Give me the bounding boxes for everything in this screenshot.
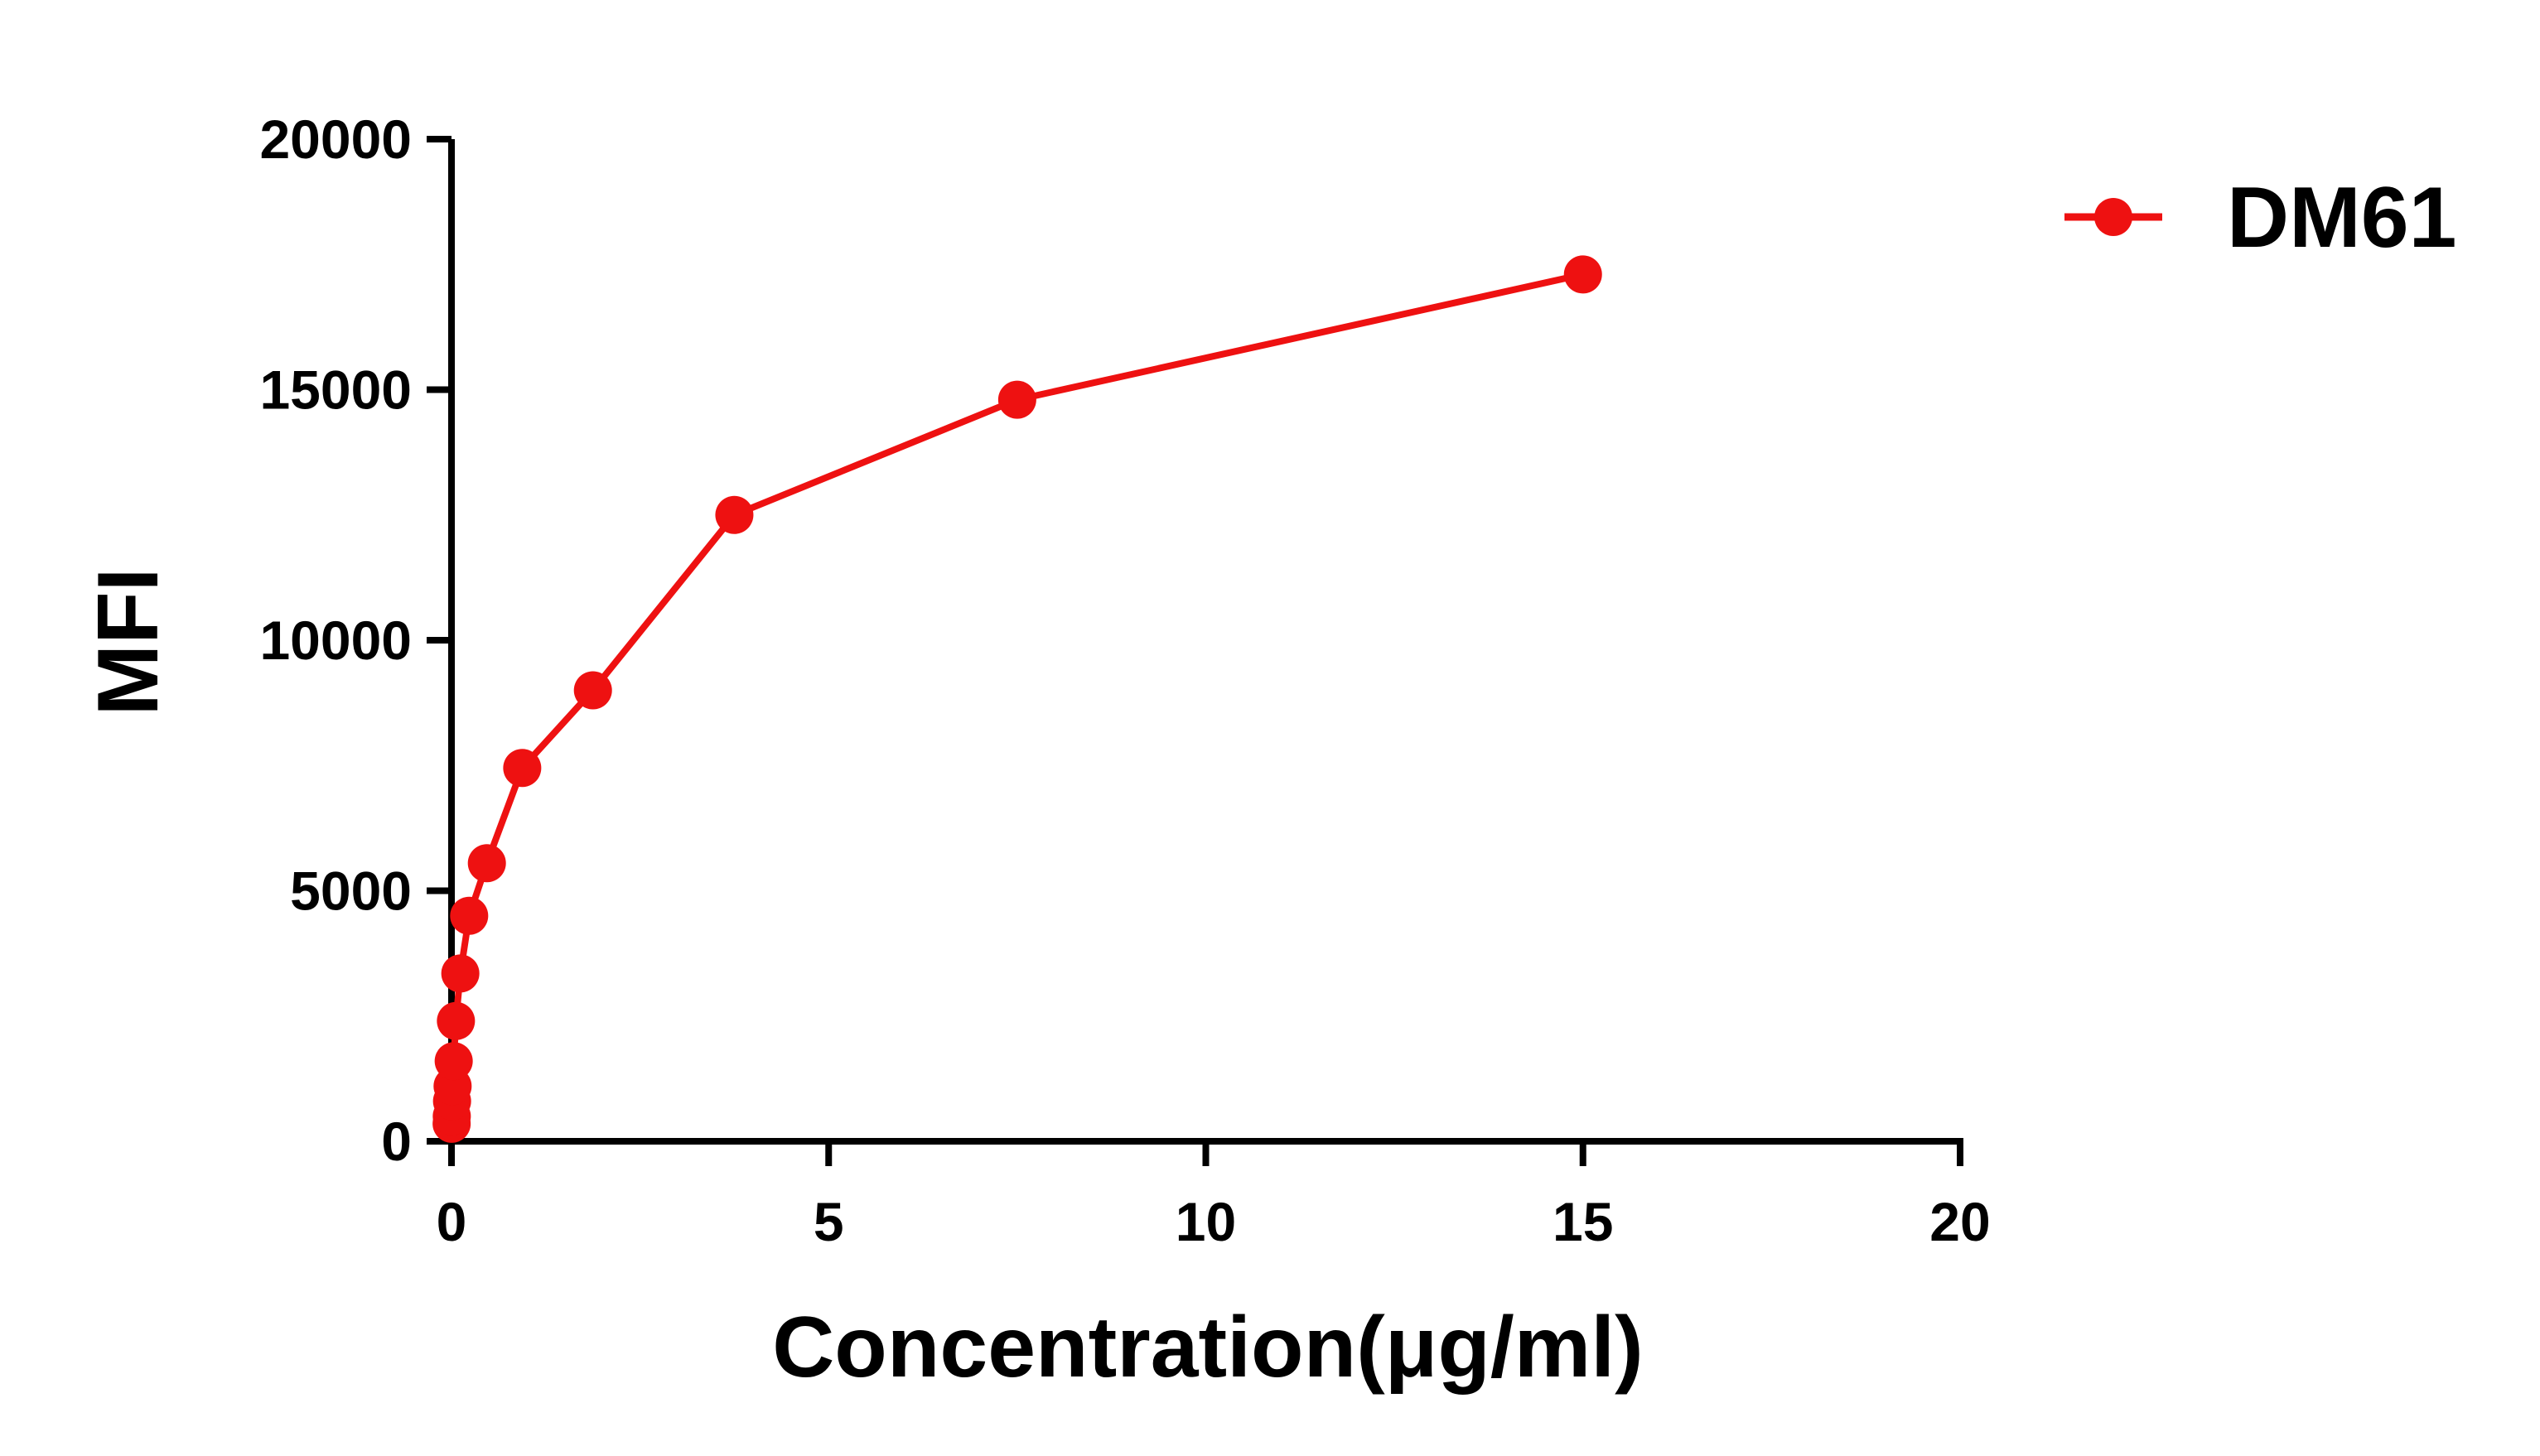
ticks: 0 5000 10000 15000 20000 0 5 10 15 20 (259, 108, 1990, 1252)
data-point (503, 749, 542, 788)
axes (448, 139, 1963, 1145)
legend-marker (2094, 198, 2132, 236)
x-tick-label: 10 (1176, 1191, 1236, 1252)
data-point (434, 1042, 473, 1081)
x-tick-label: 0 (437, 1191, 467, 1252)
y-tick-label: 10000 (259, 610, 412, 671)
y-axis-title: MFI (80, 567, 176, 716)
x-tick-label: 15 (1552, 1191, 1613, 1252)
legend: DM61 (2064, 170, 2456, 266)
x-tick-label: 5 (814, 1191, 844, 1252)
x-axis-title: Concentration(μg/ml) (772, 1299, 1644, 1396)
data-point (441, 954, 480, 993)
plot-area (432, 255, 1602, 1143)
data-point (997, 380, 1036, 419)
data-point (573, 671, 612, 710)
data-point (715, 495, 754, 534)
data-point (467, 844, 506, 883)
data-point (450, 896, 489, 935)
y-tick-label: 20000 (259, 108, 412, 170)
y-tick-label: 5000 (290, 861, 412, 922)
y-tick-label: 0 (381, 1111, 412, 1172)
data-point (1563, 255, 1602, 294)
legend-label: DM61 (2227, 170, 2456, 266)
data-point (437, 1001, 476, 1040)
y-tick-label: 15000 (259, 359, 412, 421)
x-tick-label: 20 (1929, 1191, 1990, 1252)
